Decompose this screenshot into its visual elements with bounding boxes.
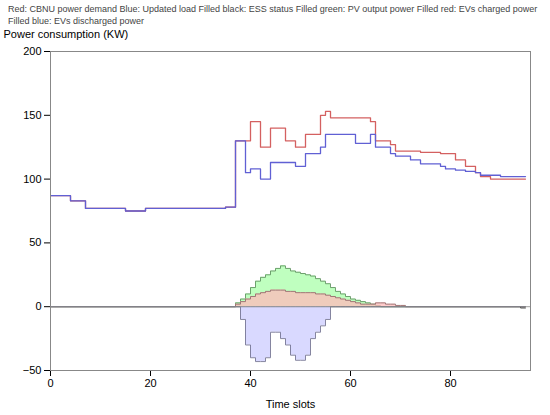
svg-text:80: 80 [444,378,456,390]
svg-text:Time slots: Time slots [266,398,316,410]
svg-text:40: 40 [244,378,256,390]
svg-text:0: 0 [47,378,53,390]
svg-text:0: 0 [35,301,41,313]
svg-text:20: 20 [144,378,156,390]
svg-text:100: 100 [23,173,41,185]
svg-text:60: 60 [344,378,356,390]
svg-text:200: 200 [23,45,41,57]
svg-text:150: 150 [23,109,41,121]
html-text:Red: CBNU power demand Blue: U: Red: CBNU power demand Blue: Updated loa… [8,4,538,26]
svg-text:−50: −50 [23,364,42,376]
svg-text:50: 50 [29,237,41,249]
svg-text:Power consumption (KW): Power consumption (KW) [4,29,129,41]
